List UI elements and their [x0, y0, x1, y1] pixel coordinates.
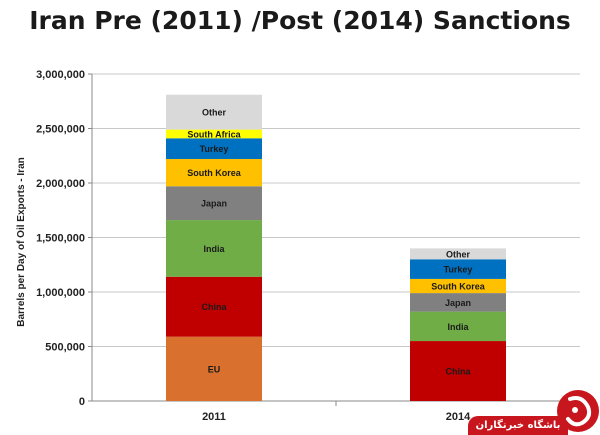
watermark-banner [468, 416, 568, 435]
bar-segment-2011-south-korea-label: South Korea [187, 168, 241, 178]
bar-segment-2011-turkey [166, 138, 262, 160]
chart-title: Iran Pre (2011) /Post (2014) Sanctions [29, 6, 571, 35]
y-tick-label: 2,500,000 [36, 124, 85, 136]
bar-segment-2011-south-africa-label: South Africa [187, 129, 241, 139]
y-tick-label: 3,000,000 [36, 69, 85, 81]
gridlines [92, 73, 580, 347]
bar-segment-2011-south-africa [166, 129, 262, 139]
watermark-logo-icon [557, 390, 599, 432]
bar-segment-2014-japan-label: Japan [445, 298, 471, 308]
bar-segment-2014-turkey [410, 259, 506, 279]
y-tick-label: 2,000,000 [36, 178, 85, 190]
bar-segment-2011-other [166, 94, 262, 130]
bar-segment-2011-india [166, 220, 262, 277]
y-tick-label: 1,000,000 [36, 287, 85, 299]
bar-segment-2011-india-label: India [203, 244, 225, 254]
bar-segment-2014-china-label: China [445, 367, 471, 377]
bar-segment-2011-japan-label: Japan [201, 199, 227, 209]
bar-segment-2014-india [410, 311, 506, 342]
y-tick-label: 1,500,000 [36, 233, 85, 245]
bar-segment-2014-other [410, 248, 506, 260]
bars: EU China India Japan South Korea Turkey South … [166, 94, 506, 401]
bar-segment-2011-eu-label: EU [208, 364, 221, 374]
bar-segment-2011-turkey-label: Turkey [200, 144, 229, 154]
axes [88, 73, 580, 406]
bar-segment-2014-india-label: India [447, 322, 469, 332]
bar-segment-2014-other-label: Other [446, 249, 471, 259]
y-axis-title: Barrels per Day of Oil Exports - Iran [16, 157, 27, 327]
tick-labels: 0 500,000 1,000,000 1,500,000 2,000,000 2,500… [36, 69, 471, 423]
bar-segment-2011-china-label: China [201, 302, 227, 312]
watermark-text: باشگاه خبرنگاران [475, 420, 561, 431]
bar-segment-2014-turkey-label: Turkey [444, 265, 473, 275]
bar-segment-2014-south-korea-label: South Korea [431, 282, 485, 292]
bar-segment-2011-other-label: Other [202, 108, 227, 118]
x-tick-label: 2014 [446, 411, 471, 423]
bar-segment-2011-south-korea [166, 159, 262, 187]
x-tick-label: 2011 [202, 411, 226, 423]
bar-segment-2014-japan [410, 293, 506, 312]
bar-segment-2011-eu [166, 336, 262, 401]
y-tick-label: 0 [79, 396, 85, 408]
bar-segment-2011-japan [166, 186, 262, 221]
bar-segment-2011-china [166, 276, 262, 337]
y-tick-label: 500,000 [45, 342, 85, 354]
bar-segment-2014-south-korea [410, 278, 506, 294]
bar-segment-2014-china [410, 341, 506, 401]
